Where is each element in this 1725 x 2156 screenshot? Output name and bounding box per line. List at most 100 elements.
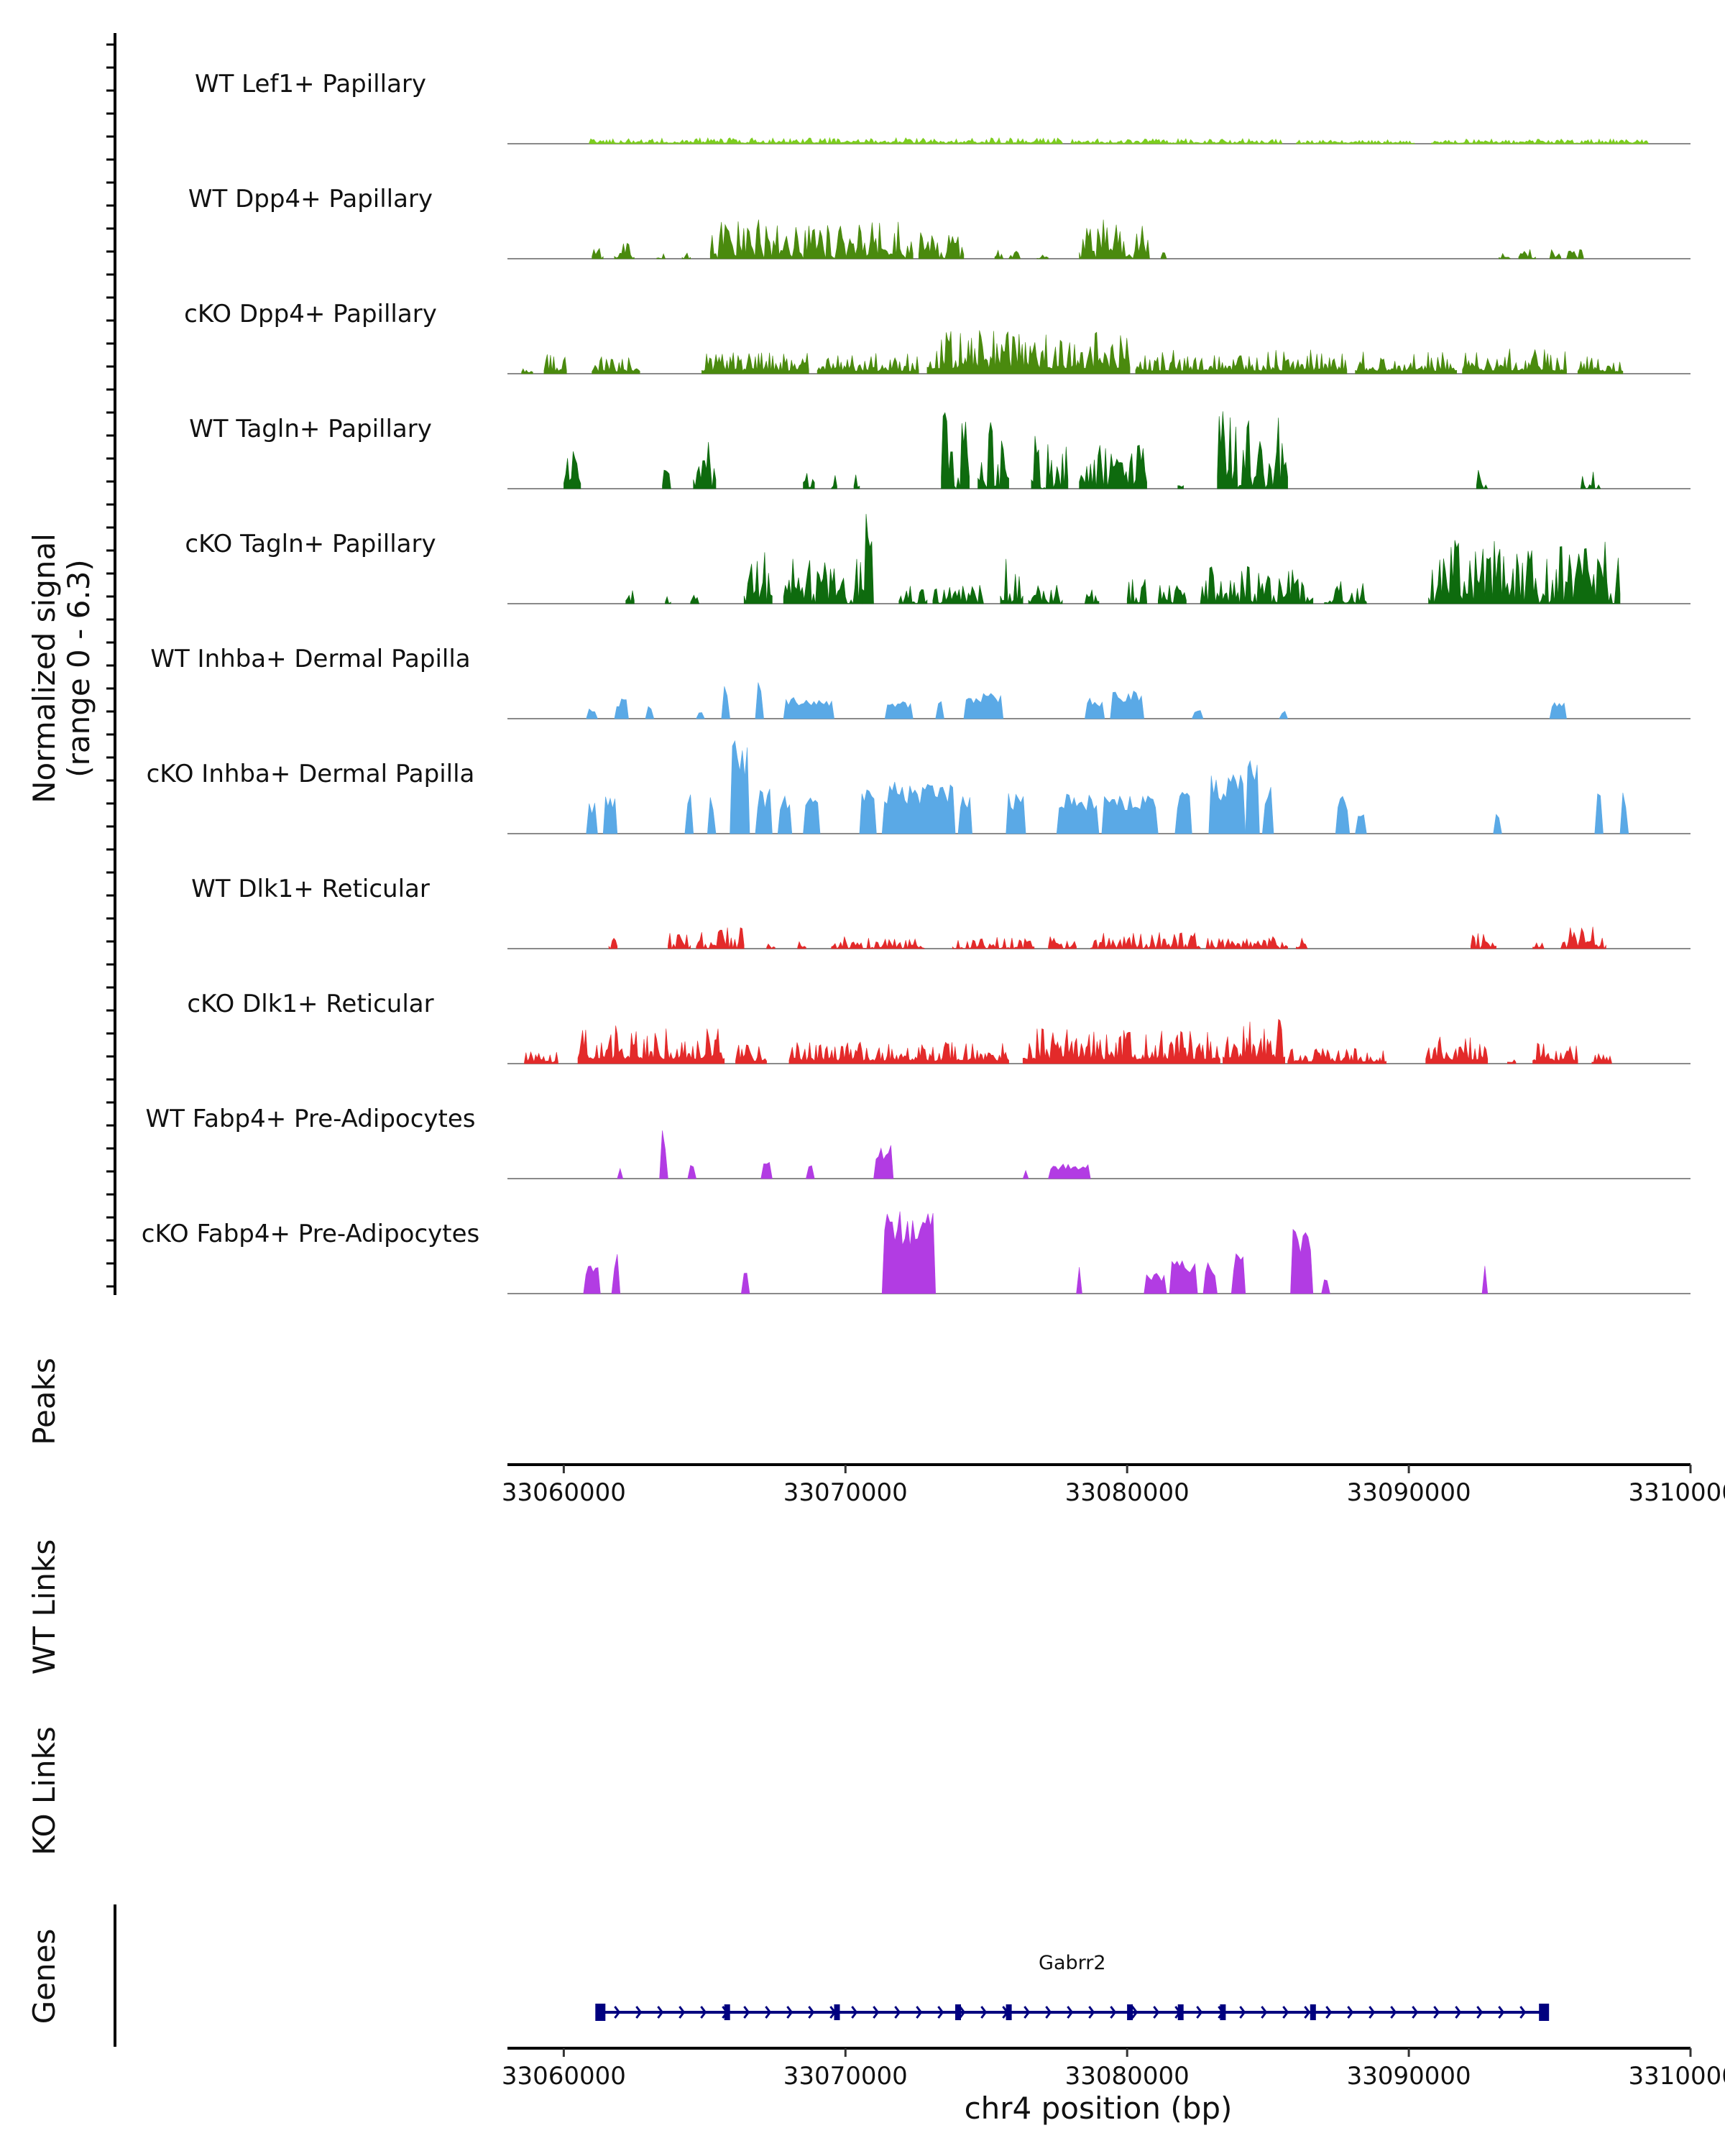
coverage-peak-2-0 bbox=[521, 368, 533, 374]
coverage-peak-4-14 bbox=[1324, 581, 1367, 604]
track-2: cKO Dpp4+ Papillary bbox=[184, 300, 1690, 374]
coverage-peak-4-11 bbox=[1126, 579, 1147, 604]
coverage-peak-1-2 bbox=[656, 253, 666, 259]
coverage-peak-3-8 bbox=[1031, 436, 1069, 489]
coverage-peak-8-6 bbox=[1287, 1048, 1386, 1064]
gene-strand-arrow-38 bbox=[1412, 2006, 1419, 2019]
coverage-peak-3-6 bbox=[941, 412, 970, 489]
coverage-peak-6-3 bbox=[707, 797, 717, 834]
x-axis-title: chr4 position (bp) bbox=[965, 2091, 1233, 2126]
gene-strand-arrow-4 bbox=[678, 2006, 686, 2019]
coverage-peak-2-2 bbox=[592, 356, 640, 374]
gene-strand-arrow-26 bbox=[1153, 2006, 1160, 2019]
coverage-peak-6-17 bbox=[1261, 787, 1274, 834]
track-label-6: cKO Inhba+ Dermal Papilla bbox=[147, 760, 475, 788]
coverage-peak-5-12 bbox=[1191, 710, 1204, 719]
gene-strand-arrow-24 bbox=[1110, 2006, 1117, 2019]
coverage-peak-10-8 bbox=[1230, 1253, 1246, 1294]
gene-strand-arrow-2 bbox=[635, 2006, 643, 2019]
gene-exon-6 bbox=[1177, 2004, 1184, 2020]
coverage-peak-7-2 bbox=[696, 927, 745, 949]
gene-strand-arrow-17 bbox=[959, 2006, 966, 2019]
gene-strand-arrow-25 bbox=[1131, 2006, 1138, 2019]
coverage-peak-3-4 bbox=[831, 475, 837, 489]
coverage-peak-7-9 bbox=[1205, 936, 1288, 949]
coverage-peak-10-1 bbox=[611, 1254, 621, 1294]
coverage-peak-2-9 bbox=[1577, 356, 1624, 374]
gene-strand-arrow-9 bbox=[786, 2006, 794, 2019]
coverage-peak-4-13 bbox=[1200, 566, 1314, 604]
gene-strand-arrow-34 bbox=[1325, 2006, 1333, 2019]
coverage-peak-3-7 bbox=[978, 422, 1009, 489]
coverage-peak-3-10 bbox=[1177, 485, 1184, 489]
genes-x-tick-label-4: 33100000 bbox=[1628, 2062, 1725, 2091]
coverage-peak-0-1 bbox=[1070, 138, 1282, 144]
gene-strand-arrow-7 bbox=[743, 2006, 750, 2019]
coverage-peak-2-5 bbox=[926, 330, 1131, 374]
genes-x-tick-label-0: 33060000 bbox=[502, 2062, 626, 2091]
gene-strand-arrow-15 bbox=[916, 2006, 923, 2019]
coverage-peak-4-8 bbox=[1000, 558, 1024, 604]
gene-strand-arrow-41 bbox=[1476, 2006, 1484, 2019]
peaks-x-tick-label-3: 33090000 bbox=[1347, 1478, 1471, 1507]
genes-x-tick-label-1: 33070000 bbox=[783, 2062, 908, 2091]
gene-exon-4 bbox=[1006, 2004, 1012, 2020]
track-1: WT Dpp4+ Papillary bbox=[188, 185, 1690, 259]
coverage-peak-6-1 bbox=[602, 796, 618, 834]
coverage-peak-1-5 bbox=[918, 232, 965, 259]
coverage-peak-3-5 bbox=[853, 474, 860, 489]
peaks-x-tick-label-0: 33060000 bbox=[502, 1478, 626, 1507]
gene-strand-arrow-8 bbox=[765, 2006, 772, 2019]
track-label-1: WT Dpp4+ Papillary bbox=[188, 185, 433, 213]
coverage-peak-8-3 bbox=[788, 1041, 1009, 1064]
gene-strand-arrow-30 bbox=[1239, 2006, 1246, 2019]
gene-exon-9 bbox=[1539, 2004, 1550, 2021]
gene-strand-arrow-36 bbox=[1368, 2006, 1376, 2019]
coverage-peak-7-7 bbox=[1048, 936, 1077, 949]
coverage-peak-9-2 bbox=[687, 1165, 696, 1179]
coverage-peak-5-1 bbox=[614, 699, 629, 719]
track-label-9: WT Fabp4+ Pre-Adipocytes bbox=[146, 1105, 476, 1133]
gene-strand-arrow-1 bbox=[614, 2006, 621, 2019]
coverage-peak-6-13 bbox=[1101, 795, 1159, 834]
signal-axis-ticks bbox=[106, 43, 115, 1288]
track-label-4: cKO Tagln+ Papillary bbox=[185, 530, 436, 558]
coverage-peak-4-1 bbox=[665, 596, 671, 604]
coverage-peak-2-4 bbox=[816, 353, 919, 374]
coverage-peak-6-10 bbox=[957, 796, 972, 834]
coverage-peak-0-0 bbox=[589, 137, 1063, 144]
coverage-peak-2-3 bbox=[702, 352, 809, 374]
track-5: WT Inhba+ Dermal Papilla bbox=[150, 645, 1690, 719]
coverage-peak-3-1 bbox=[662, 469, 671, 489]
coverage-peak-3-0 bbox=[564, 451, 581, 489]
coverage-peak-6-16 bbox=[1245, 760, 1260, 834]
coverage-peak-4-4 bbox=[783, 558, 863, 605]
coverage-peak-1-9 bbox=[1079, 219, 1150, 259]
coverage-peak-10-6 bbox=[1169, 1260, 1198, 1294]
gene-strand-arrow-5 bbox=[700, 2006, 707, 2019]
coverage-peak-6-2 bbox=[684, 794, 694, 834]
coverage-peak-4-12 bbox=[1158, 585, 1187, 604]
coverage-peak-1-6 bbox=[994, 249, 1004, 259]
coverage-peak-4-3 bbox=[743, 552, 773, 604]
coverage-peak-8-4 bbox=[1022, 1028, 1220, 1064]
coverage-peak-6-18 bbox=[1335, 796, 1351, 834]
gene-strand-arrow-23 bbox=[1088, 2006, 1095, 2019]
coverage-peak-1-11 bbox=[1499, 252, 1511, 259]
coverage-peak-2-6 bbox=[1135, 349, 1348, 374]
coverage-peak-10-0 bbox=[583, 1266, 601, 1294]
coverage-peak-7-12 bbox=[1532, 942, 1545, 949]
gene-exon-3 bbox=[955, 2004, 961, 2020]
coverage-peak-10-7 bbox=[1202, 1262, 1218, 1294]
gene-name-0: Gabrr2 bbox=[1039, 1952, 1106, 1974]
coverage-peak-3-2 bbox=[693, 442, 717, 489]
gene-strand-arrow-43 bbox=[1519, 2006, 1527, 2019]
coverage-peak-7-0 bbox=[608, 937, 618, 949]
coverage-peak-4-9 bbox=[1028, 584, 1063, 604]
coverage-peak-10-11 bbox=[1481, 1266, 1489, 1294]
track-0: WT Lef1+ Papillary bbox=[195, 70, 1690, 144]
gene-strand-arrow-33 bbox=[1304, 2006, 1311, 2019]
coverage-peak-9-0 bbox=[617, 1167, 624, 1179]
gene-strand-arrow-12 bbox=[851, 2006, 858, 2019]
coverage-peak-1-0 bbox=[592, 247, 604, 259]
